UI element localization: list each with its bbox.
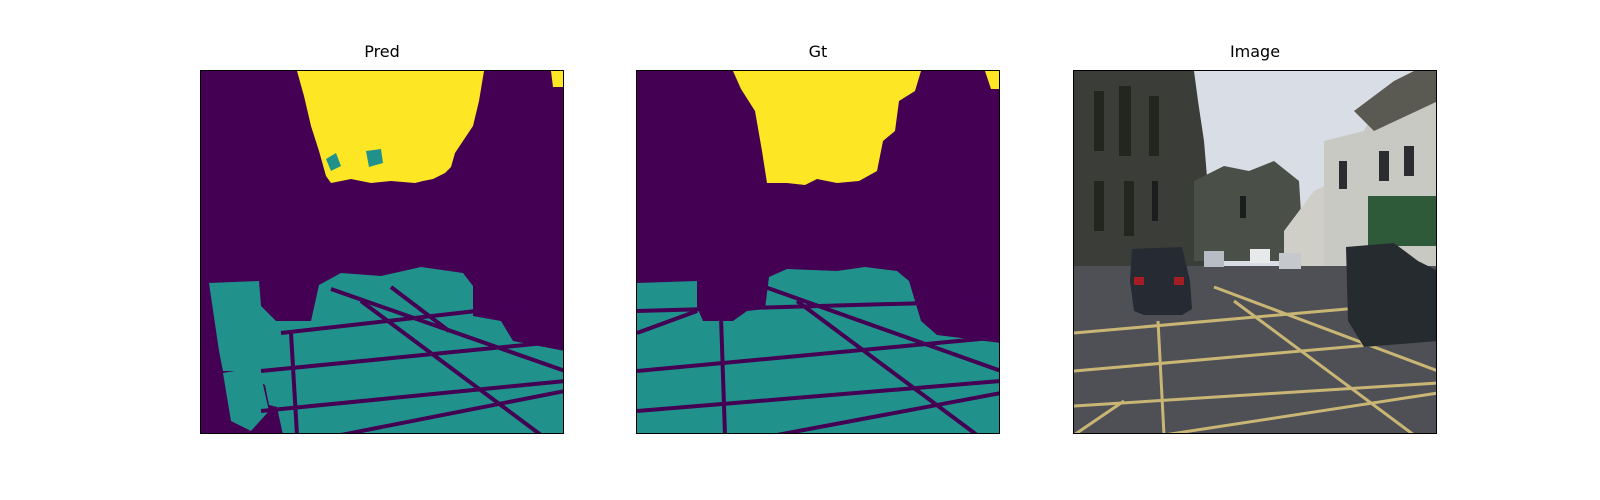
photo-car-distant	[1279, 253, 1301, 269]
gt-mask	[636, 70, 1000, 434]
gt-marking-line	[764, 285, 999, 373]
gt-marking-line	[637, 309, 698, 335]
pred-marking-line	[289, 332, 299, 433]
image-panel: Image	[1073, 42, 1437, 434]
photo-marking-line	[1233, 299, 1414, 433]
photo-roof	[1354, 71, 1436, 131]
photo-car-taillight	[1134, 277, 1144, 285]
photo-right-building-windows	[1339, 146, 1414, 189]
gt-road-markings	[637, 285, 999, 433]
pred-sky-region	[297, 71, 484, 183]
photo-window	[1119, 86, 1131, 156]
pred-road-fragment	[223, 367, 269, 431]
photo-window	[1404, 146, 1414, 176]
photo-window	[1094, 181, 1104, 231]
pred-road-markings	[260, 285, 563, 433]
gt-marking-line	[637, 335, 999, 373]
photo-car-taillight	[1174, 277, 1184, 285]
photo-left-building	[1074, 71, 1212, 271]
gt-marking-line	[719, 316, 727, 433]
photo-car-right	[1346, 243, 1436, 347]
pred-marking-line	[260, 379, 563, 413]
photo-window	[1379, 151, 1389, 181]
image-title: Image	[1229, 42, 1281, 61]
pred-marking-line	[260, 339, 563, 373]
pred-skyline-speckle	[326, 153, 341, 171]
photo-car-distant	[1250, 249, 1270, 263]
photo-shopfront	[1368, 196, 1436, 246]
gt-marking-line	[795, 299, 978, 433]
photo-trees	[1194, 161, 1304, 261]
gt-panel: Gt	[636, 42, 1000, 434]
pred-mask-svg	[201, 71, 563, 433]
photo-car-distant	[1204, 251, 1224, 267]
gt-sky-fragment	[985, 71, 999, 89]
pred-mask	[200, 70, 564, 434]
pred-marking-line	[340, 389, 563, 433]
gt-marking-line	[637, 379, 999, 413]
gt-title: Gt	[808, 42, 828, 61]
pred-marking-line	[389, 285, 451, 333]
gt-road-region	[637, 267, 999, 433]
photo-marking-line	[1156, 320, 1166, 433]
photo-window	[1094, 91, 1104, 151]
gt-marking-line	[637, 299, 999, 313]
gt-sky-region	[733, 71, 921, 185]
pred-marking-line	[359, 299, 542, 433]
photo-left-building-windows	[1094, 86, 1159, 236]
photo-marking-line	[1074, 399, 1125, 433]
pred-title: Pred	[364, 42, 400, 61]
street-photo	[1073, 70, 1437, 434]
street-photo-svg	[1074, 71, 1436, 433]
photo-traffic-light	[1240, 196, 1246, 218]
photo-window	[1339, 161, 1347, 189]
gt-marking-line	[776, 391, 999, 433]
photo-marking-line	[1074, 381, 1436, 408]
photo-car-left	[1130, 247, 1192, 315]
photo-marking-line	[1167, 391, 1436, 433]
photo-right-building-far	[1284, 181, 1334, 271]
pred-skyline-speckle	[366, 149, 383, 167]
gt-mask-svg	[637, 71, 999, 433]
photo-marking-line	[1213, 285, 1436, 372]
photo-window	[1149, 96, 1159, 156]
pred-sky-fragment	[551, 71, 563, 87]
photo-traffic-light	[1152, 181, 1158, 221]
photo-window	[1124, 181, 1134, 236]
pred-panel: Pred	[200, 42, 564, 434]
pred-marking-line	[280, 299, 563, 335]
